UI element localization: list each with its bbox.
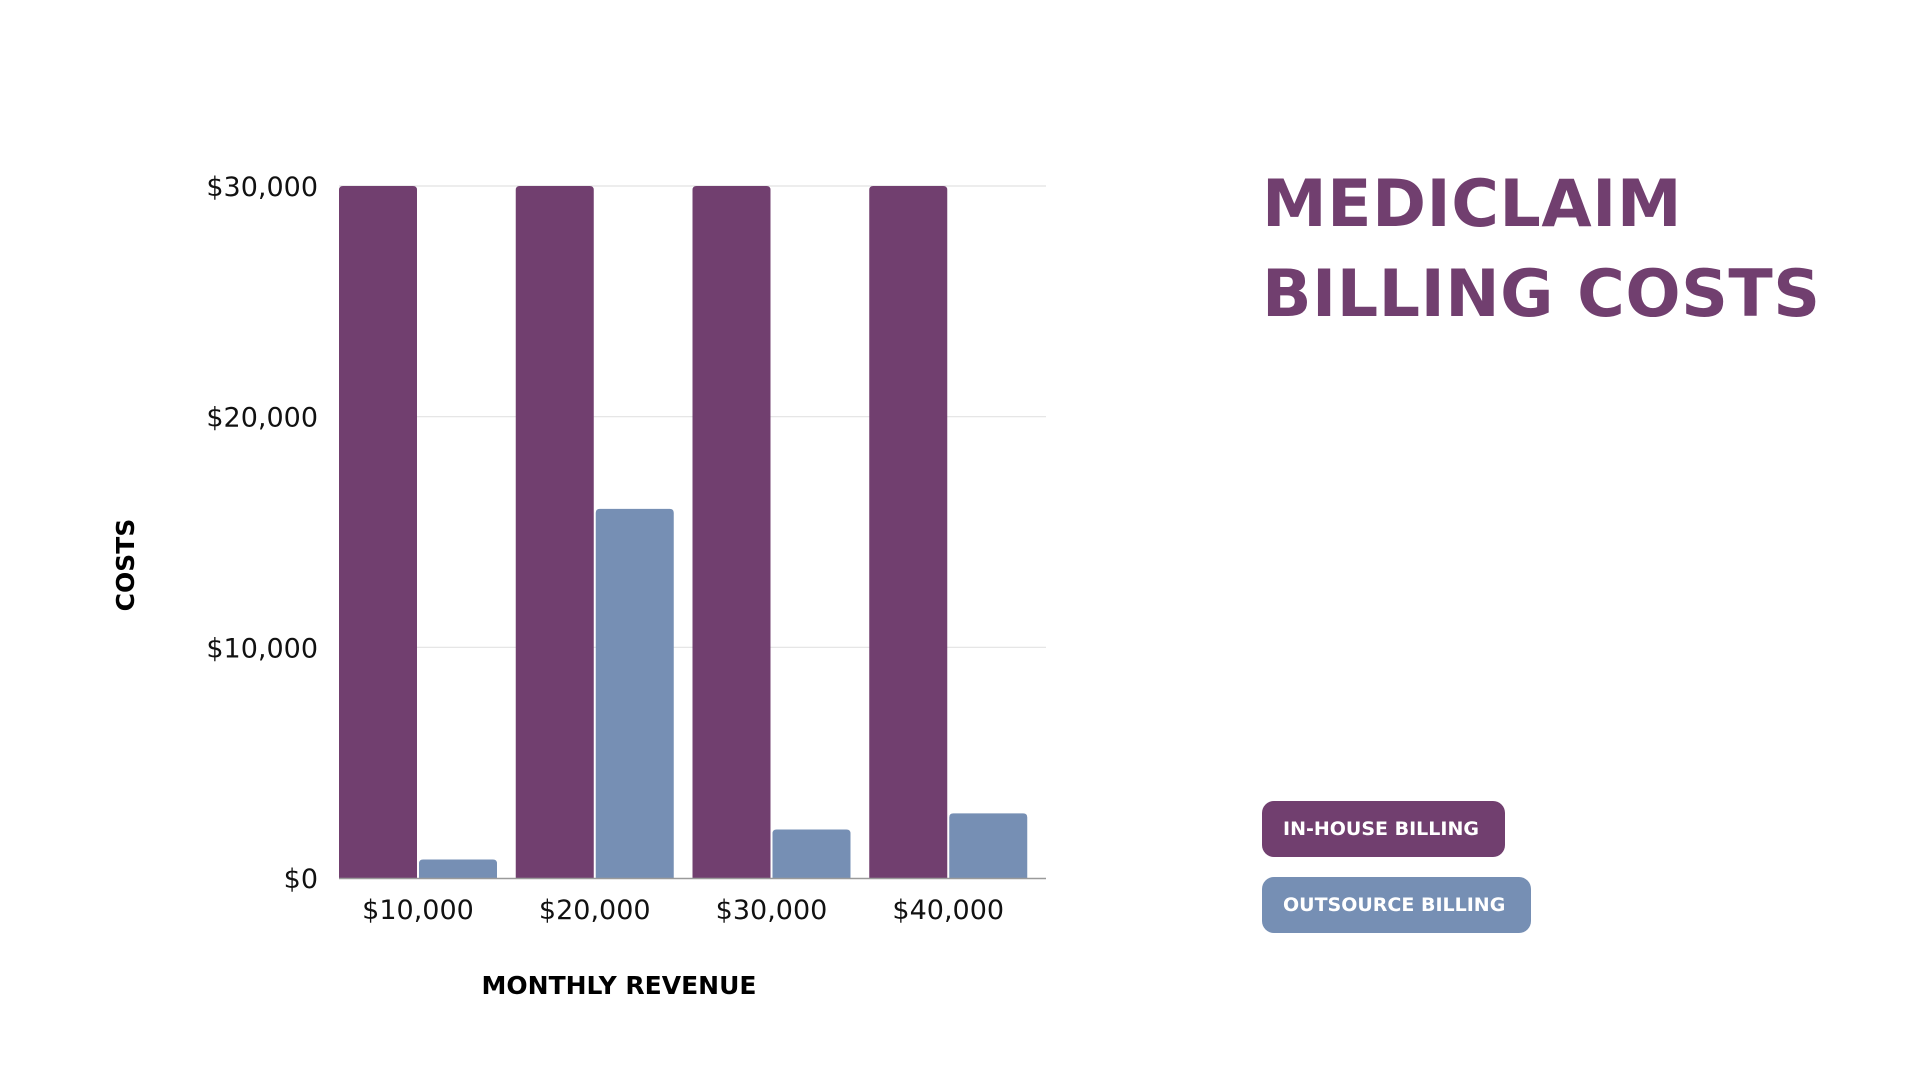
legend: IN-HOUSE BILLING OUTSOURCE BILLING [1262,801,1532,933]
y-tick-label: $0 [284,864,318,895]
y-tick-label: $10,000 [206,633,318,664]
bar-outsource-4 [949,813,1028,878]
x-tick-label: $20,000 [539,895,651,926]
bar-in-house-2 [515,186,594,878]
chart-title: MEDICLAIM BILLING COSTS [1262,160,1821,340]
bar-in-house-1 [339,186,417,878]
x-tick-labels: $10,000 $20,000 $30,000 $40,000 [362,895,1004,926]
legend-item-in-house: IN-HOUSE BILLING [1262,801,1505,857]
bar-outsource-1 [419,859,497,878]
chart-title-line-1: MEDICLAIM [1262,167,1683,242]
y-tick-labels: $0 $10,000 $20,000 $30,000 [206,172,318,895]
legend-item-outsource: OUTSOURCE BILLING [1262,877,1532,933]
y-tick-label: $30,000 [206,172,318,203]
y-tick-label: $20,000 [206,403,318,434]
x-tick-label: $30,000 [716,895,828,926]
chart-title-line-2: BILLING COSTS [1262,257,1821,332]
x-tick-label: $10,000 [362,895,474,926]
x-tick-label: $40,000 [892,895,1004,926]
bar-in-house-4 [869,186,948,878]
x-axis-title: MONTHLY REVENUE [482,971,757,1000]
bar-in-house-3 [692,186,771,878]
bars [339,186,1028,878]
y-axis-title: COSTS [111,519,140,612]
bar-outsource-3 [772,829,851,878]
bar-outsource-2 [595,508,674,878]
